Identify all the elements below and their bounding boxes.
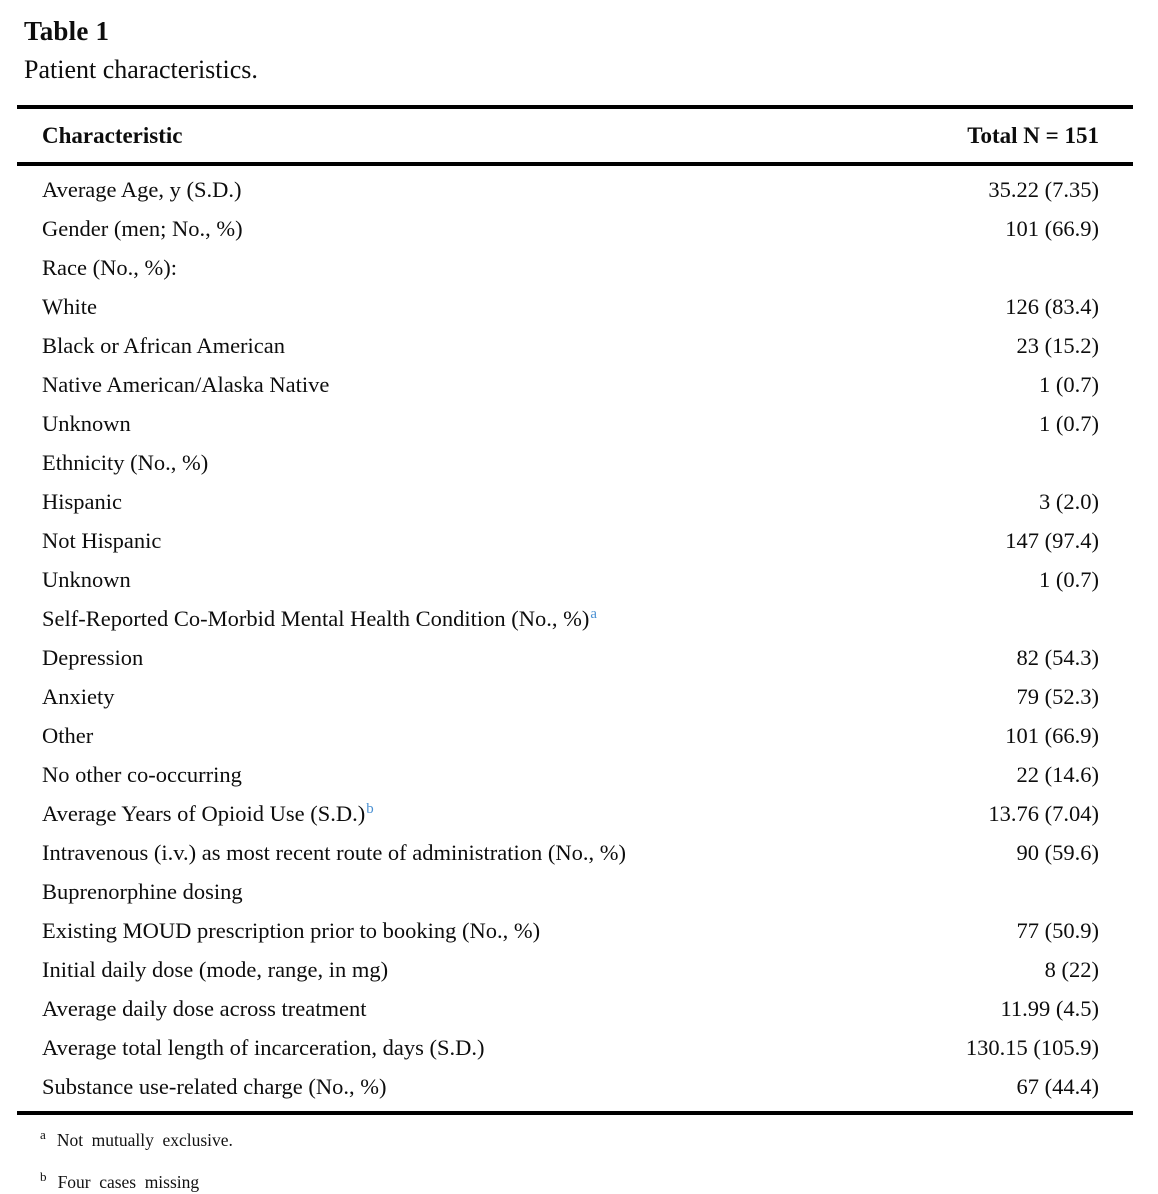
table-body: Average Age, y (S.D.) 35.22 (7.35) Gender … bbox=[17, 164, 1133, 1113]
table-row: Anxiety 79 (52.3) bbox=[17, 678, 1133, 717]
row-value: 35.22 (7.35) bbox=[988, 177, 1099, 202]
row-label: No other co-occurring bbox=[42, 762, 242, 787]
row-value: 22 (14.6) bbox=[1016, 762, 1100, 787]
row-label: Other bbox=[42, 723, 94, 748]
row-value: 1 (0.7) bbox=[1039, 372, 1099, 397]
row-label: Black or African American bbox=[42, 333, 286, 358]
table-header: Characteristic Total N = 151 bbox=[17, 107, 1133, 164]
table-row: No other co-occurring 22 (14.6) bbox=[17, 756, 1133, 795]
table-row: Substance use-related charge (No., %) 67 … bbox=[17, 1068, 1133, 1113]
row-label: Intravenous (i.v.) as most recent route … bbox=[42, 840, 627, 865]
table-title: Table 1 bbox=[24, 16, 110, 46]
footnote-text: Four cases missing bbox=[57, 1172, 200, 1192]
row-label: Depression bbox=[42, 645, 144, 670]
table-row: Native American/Alaska Native 1 (0.7) bbox=[17, 366, 1133, 405]
row-label: Race (No., %): bbox=[42, 255, 177, 280]
table-row: Not Hispanic 147 (97.4) bbox=[17, 522, 1133, 561]
table-row: White 126 (83.4) bbox=[17, 288, 1133, 327]
patient-characteristics-table: Characteristic Total N = 151 Average Age… bbox=[17, 105, 1133, 1115]
table-caption: Patient characteristics. bbox=[24, 55, 258, 84]
row-label: Average Age, y (S.D.) bbox=[42, 177, 242, 202]
row-label: Anxiety bbox=[42, 684, 115, 709]
row-value: 126 (83.4) bbox=[1005, 294, 1099, 319]
table-row: Average Years of Opioid Use (S.D.)b 13.76… bbox=[17, 795, 1133, 834]
footnote-marker: b bbox=[40, 1169, 47, 1185]
table-row: Average total length of incarceration, d… bbox=[17, 1029, 1133, 1068]
row-label: Unknown bbox=[42, 411, 131, 436]
row-value: 3 (2.0) bbox=[1039, 489, 1099, 514]
column-header-characteristic: Characteristic bbox=[42, 123, 183, 148]
row-label: White bbox=[42, 294, 97, 319]
footnote-text: Not mutually exclusive. bbox=[56, 1130, 233, 1150]
table-row: Buprenorphine dosing bbox=[17, 873, 1133, 912]
row-value bbox=[896, 444, 1133, 483]
footnote-reference-link[interactable]: b bbox=[366, 800, 374, 817]
table-row: Existing MOUD prescription prior to book… bbox=[17, 912, 1133, 951]
column-header-total: Total N = 151 bbox=[967, 123, 1099, 148]
footnote-reference-link[interactable]: a bbox=[590, 605, 597, 622]
row-label: Native American/Alaska Native bbox=[42, 372, 330, 397]
header-row: Characteristic Total N = 151 bbox=[17, 107, 1133, 164]
row-label: Unknown bbox=[42, 567, 131, 592]
row-value: 1 (0.7) bbox=[1039, 411, 1099, 436]
row-label: Average total length of incarceration, d… bbox=[42, 1035, 485, 1060]
table-row: Ethnicity (No., %) bbox=[17, 444, 1133, 483]
row-label: Average Years of Opioid Use (S.D.)b bbox=[42, 800, 374, 826]
row-value: 8 (22) bbox=[1044, 957, 1099, 982]
table-row: Unknown 1 (0.7) bbox=[17, 405, 1133, 444]
row-value: 101 (66.9) bbox=[1005, 723, 1099, 748]
table-row: Depression 82 (54.3) bbox=[17, 639, 1133, 678]
row-value: 11.99 (4.5) bbox=[1000, 996, 1099, 1021]
table-row: Black or African American 23 (15.2) bbox=[17, 327, 1133, 366]
row-value: 77 (50.9) bbox=[1016, 918, 1100, 943]
footnote-marker: a bbox=[40, 1127, 46, 1143]
table-row: Average daily dose across treatment 11.99… bbox=[17, 990, 1133, 1029]
row-value bbox=[896, 249, 1133, 288]
row-value bbox=[896, 600, 1133, 639]
row-label: Gender (men; No., %) bbox=[42, 216, 243, 241]
row-label: Ethnicity (No., %) bbox=[42, 450, 209, 475]
row-value: 23 (15.2) bbox=[1016, 333, 1100, 358]
row-label: Existing MOUD prescription prior to book… bbox=[42, 918, 541, 943]
row-label: Not Hispanic bbox=[42, 528, 162, 553]
row-label: Buprenorphine dosing bbox=[42, 879, 243, 904]
table-row: Initial daily dose (mode, range, in mg) 8… bbox=[17, 951, 1133, 990]
row-label: Substance use-related charge (No., %) bbox=[42, 1074, 387, 1099]
row-label: Self-Reported Co-Morbid Mental Health Co… bbox=[42, 605, 597, 631]
row-value: 101 (66.9) bbox=[1005, 216, 1099, 241]
row-label: Initial daily dose (mode, range, in mg) bbox=[42, 957, 389, 982]
row-label: Average daily dose across treatment bbox=[42, 996, 367, 1021]
row-value: 79 (52.3) bbox=[1016, 684, 1100, 709]
row-value: 130.15 (105.9) bbox=[965, 1035, 1099, 1060]
table-row: Average Age, y (S.D.) 35.22 (7.35) bbox=[17, 164, 1133, 210]
row-value: 67 (44.4) bbox=[1016, 1074, 1100, 1099]
row-value: 90 (59.6) bbox=[1016, 840, 1100, 865]
table-row: Hispanic 3 (2.0) bbox=[17, 483, 1133, 522]
row-value bbox=[896, 873, 1133, 912]
table-row: Gender (men; No., %) 101 (66.9) bbox=[17, 210, 1133, 249]
row-label: Hispanic bbox=[42, 489, 122, 514]
footnote-item: a Not mutually exclusive. bbox=[40, 1127, 1133, 1151]
row-value: 147 (97.4) bbox=[1005, 528, 1099, 553]
row-value: 1 (0.7) bbox=[1039, 567, 1099, 592]
table-row: Other 101 (66.9) bbox=[17, 717, 1133, 756]
table-row: Unknown 1 (0.7) bbox=[17, 561, 1133, 600]
table-row: Intravenous (i.v.) as most recent route … bbox=[17, 834, 1133, 873]
table-row: Self-Reported Co-Morbid Mental Health Co… bbox=[17, 600, 1133, 639]
table-row: Race (No., %): bbox=[17, 249, 1133, 288]
row-value: 82 (54.3) bbox=[1016, 645, 1100, 670]
row-value: 13.76 (7.04) bbox=[988, 801, 1099, 826]
footnotes-section: a Not mutually exclusive. b Four cases miss… bbox=[40, 1127, 1133, 1193]
footnote-item: b Four cases missing bbox=[40, 1169, 1133, 1193]
